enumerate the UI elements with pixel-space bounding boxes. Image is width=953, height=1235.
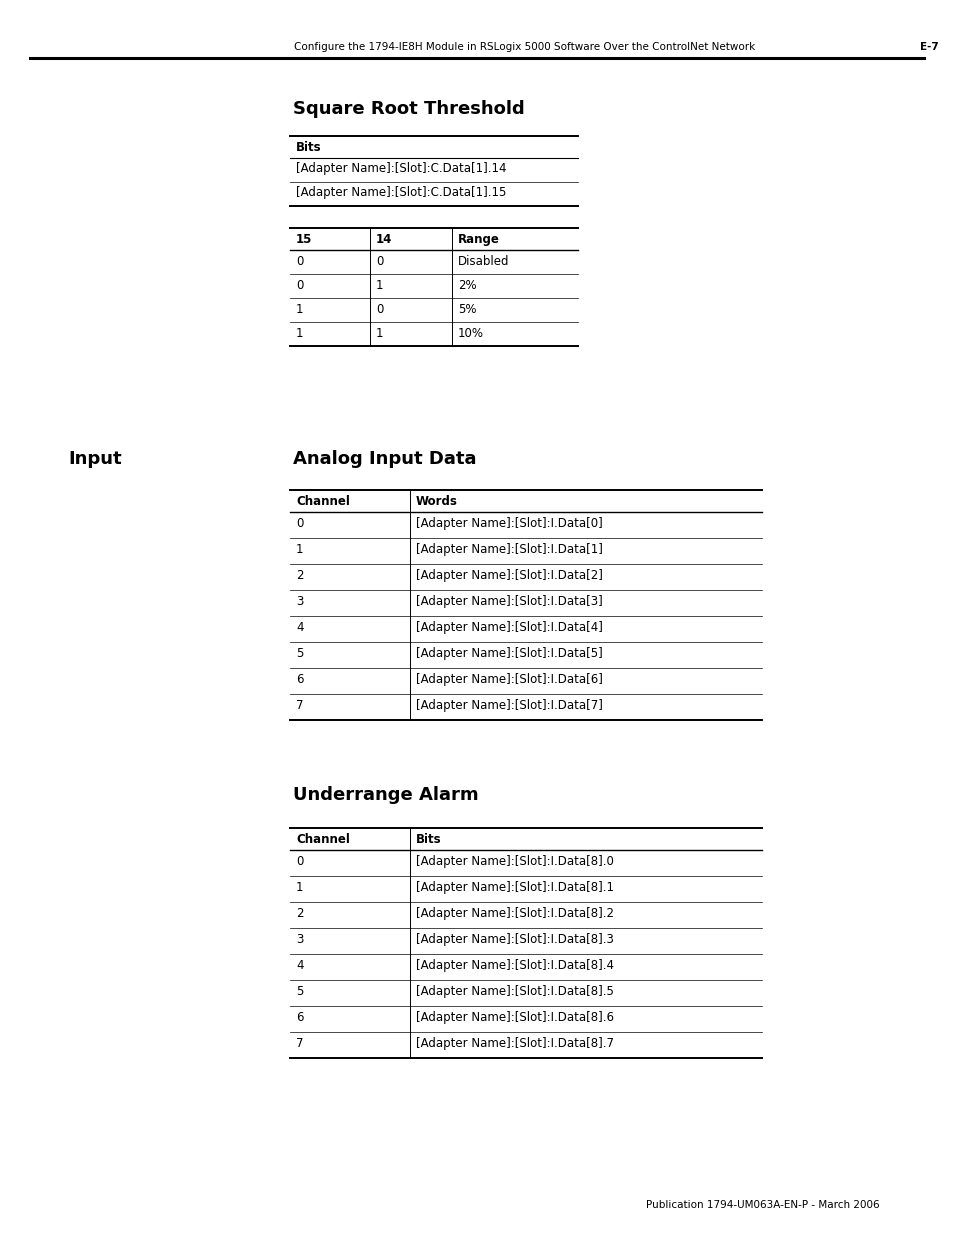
Text: [Adapter Name]:[Slot]:I.Data[1]: [Adapter Name]:[Slot]:I.Data[1]: [416, 543, 602, 556]
Text: [Adapter Name]:[Slot]:I.Data[8].4: [Adapter Name]:[Slot]:I.Data[8].4: [416, 960, 614, 972]
Text: Channel: Channel: [295, 495, 350, 508]
Text: 1: 1: [375, 279, 383, 291]
Text: [Adapter Name]:[Slot]:C.Data[1].15: [Adapter Name]:[Slot]:C.Data[1].15: [295, 186, 506, 199]
Text: [Adapter Name]:[Slot]:I.Data[8].1: [Adapter Name]:[Slot]:I.Data[8].1: [416, 881, 614, 894]
Text: E-7: E-7: [919, 42, 938, 52]
Text: 1: 1: [295, 303, 303, 316]
Text: 2: 2: [295, 906, 303, 920]
Text: [Adapter Name]:[Slot]:I.Data[8].2: [Adapter Name]:[Slot]:I.Data[8].2: [416, 906, 614, 920]
Text: [Adapter Name]:[Slot]:I.Data[5]: [Adapter Name]:[Slot]:I.Data[5]: [416, 647, 602, 659]
Text: [Adapter Name]:[Slot]:I.Data[8].7: [Adapter Name]:[Slot]:I.Data[8].7: [416, 1037, 614, 1050]
Text: 0: 0: [295, 855, 303, 868]
Text: 0: 0: [295, 517, 303, 530]
Text: 6: 6: [295, 1011, 303, 1024]
Text: Input: Input: [68, 450, 121, 468]
Text: [Adapter Name]:[Slot]:I.Data[2]: [Adapter Name]:[Slot]:I.Data[2]: [416, 569, 602, 582]
Text: Analog Input Data: Analog Input Data: [293, 450, 476, 468]
Text: 0: 0: [375, 254, 383, 268]
Text: 4: 4: [295, 960, 303, 972]
Text: Bits: Bits: [295, 141, 321, 154]
Text: Disabled: Disabled: [457, 254, 509, 268]
Text: [Adapter Name]:[Slot]:I.Data[8].3: [Adapter Name]:[Slot]:I.Data[8].3: [416, 932, 613, 946]
Text: 0: 0: [375, 303, 383, 316]
Text: 2%: 2%: [457, 279, 476, 291]
Text: 10%: 10%: [457, 327, 483, 340]
Text: 3: 3: [295, 595, 303, 608]
Text: 1: 1: [375, 327, 383, 340]
Text: 5: 5: [295, 986, 303, 998]
Text: 1: 1: [295, 543, 303, 556]
Text: 1: 1: [295, 327, 303, 340]
Text: [Adapter Name]:[Slot]:I.Data[7]: [Adapter Name]:[Slot]:I.Data[7]: [416, 699, 602, 713]
Text: Channel: Channel: [295, 832, 350, 846]
Text: 6: 6: [295, 673, 303, 685]
Text: 0: 0: [295, 254, 303, 268]
Text: 7: 7: [295, 699, 303, 713]
Text: 1: 1: [295, 881, 303, 894]
Text: 5: 5: [295, 647, 303, 659]
Text: 14: 14: [375, 233, 392, 246]
Text: Configure the 1794-IE8H Module in RSLogix 5000 Software Over the ControlNet Netw: Configure the 1794-IE8H Module in RSLogi…: [294, 42, 754, 52]
Text: [Adapter Name]:[Slot]:I.Data[0]: [Adapter Name]:[Slot]:I.Data[0]: [416, 517, 602, 530]
Text: Publication 1794-UM063A-EN-P - March 2006: Publication 1794-UM063A-EN-P - March 200…: [646, 1200, 879, 1210]
Text: [Adapter Name]:[Slot]:I.Data[8].5: [Adapter Name]:[Slot]:I.Data[8].5: [416, 986, 613, 998]
Text: Range: Range: [457, 233, 499, 246]
Text: [Adapter Name]:[Slot]:I.Data[8].0: [Adapter Name]:[Slot]:I.Data[8].0: [416, 855, 613, 868]
Text: 0: 0: [295, 279, 303, 291]
Text: [Adapter Name]:[Slot]:I.Data[6]: [Adapter Name]:[Slot]:I.Data[6]: [416, 673, 602, 685]
Text: 3: 3: [295, 932, 303, 946]
Text: Square Root Threshold: Square Root Threshold: [293, 100, 524, 119]
Text: 7: 7: [295, 1037, 303, 1050]
Text: Words: Words: [416, 495, 457, 508]
Text: 15: 15: [295, 233, 312, 246]
Text: Bits: Bits: [416, 832, 441, 846]
Text: 2: 2: [295, 569, 303, 582]
Text: 5%: 5%: [457, 303, 476, 316]
Text: [Adapter Name]:[Slot]:I.Data[8].6: [Adapter Name]:[Slot]:I.Data[8].6: [416, 1011, 614, 1024]
Text: Underrange Alarm: Underrange Alarm: [293, 785, 478, 804]
Text: [Adapter Name]:[Slot]:C.Data[1].14: [Adapter Name]:[Slot]:C.Data[1].14: [295, 162, 506, 175]
Text: [Adapter Name]:[Slot]:I.Data[4]: [Adapter Name]:[Slot]:I.Data[4]: [416, 621, 602, 634]
Text: 4: 4: [295, 621, 303, 634]
Text: [Adapter Name]:[Slot]:I.Data[3]: [Adapter Name]:[Slot]:I.Data[3]: [416, 595, 602, 608]
